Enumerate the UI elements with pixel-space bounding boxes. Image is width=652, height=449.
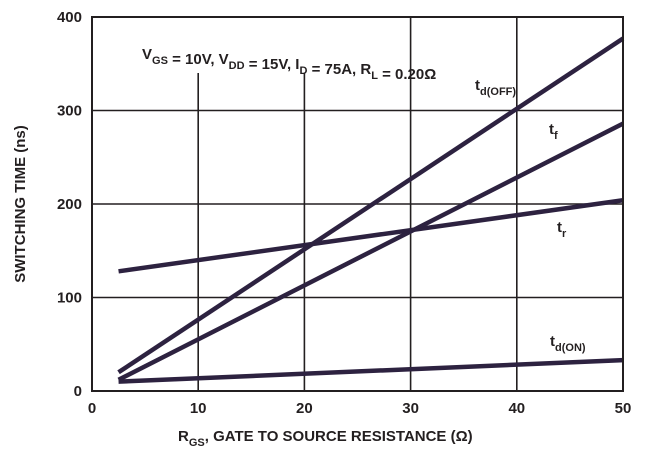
y-tick-label: 100 — [57, 290, 82, 307]
x-tick-label: 10 — [190, 400, 207, 417]
series-labels: td(OFF) tf tr td(ON) — [475, 77, 586, 354]
x-tick-labels: 0 10 20 30 40 50 — [88, 400, 632, 417]
y-tick-label: 200 — [57, 196, 82, 213]
y-tick-label: 400 — [57, 9, 82, 26]
plot-frame — [91, 16, 624, 392]
series-lines — [117, 36, 625, 384]
series-line-0 — [117, 36, 625, 375]
y-tick-labels: 0 100 200 300 400 — [57, 9, 82, 400]
grid-lines — [92, 17, 623, 391]
series-label-2: tr — [557, 219, 567, 240]
x-tick-label: 50 — [615, 400, 632, 417]
series-label-1: tf — [549, 121, 558, 142]
y-axis-title: SWITCHING TIME (ns) — [12, 125, 29, 283]
x-axis-title: RGS, GATE TO SOURCE RESISTANCE (Ω) — [178, 428, 473, 449]
test-conditions: VGS = 10V, VDD = 15V, ID = 75A, RL = 0.2… — [142, 46, 436, 83]
series-line-2 — [118, 198, 624, 274]
series-line-1 — [117, 121, 625, 382]
x-tick-label: 30 — [402, 400, 419, 417]
x-tick-label: 20 — [296, 400, 313, 417]
x-tick-label: 0 — [88, 400, 96, 417]
y-tick-label: 300 — [57, 103, 82, 120]
series-label-0: td(OFF) — [475, 77, 516, 98]
x-tick-label: 40 — [508, 400, 525, 417]
y-tick-label: 0 — [74, 383, 82, 400]
series-line-3 — [118, 357, 624, 384]
series-label-3: td(ON) — [550, 333, 586, 354]
